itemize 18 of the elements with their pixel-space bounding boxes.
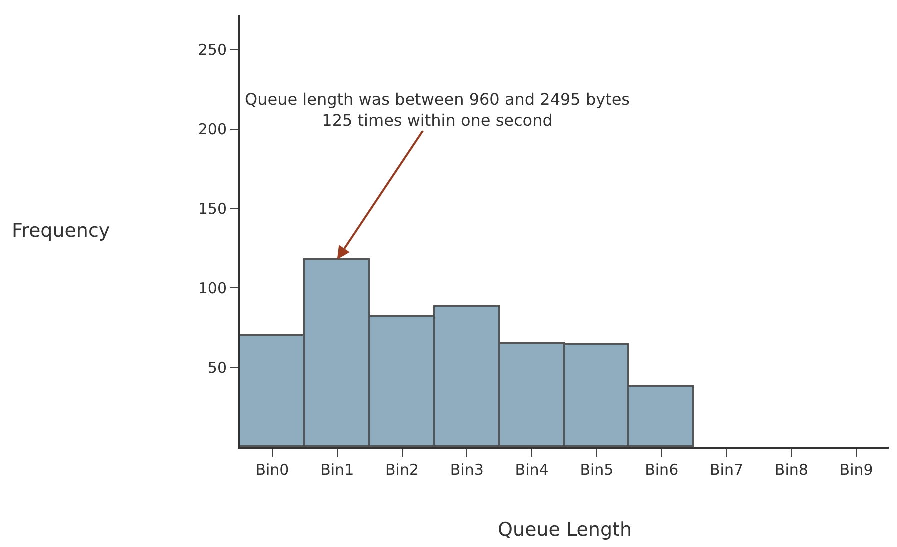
x-tick-label: Bin9	[840, 461, 874, 479]
x-axis-title: Queue Length	[498, 519, 632, 541]
y-tick-label: 50	[208, 358, 227, 377]
x-tick-label: Bin3	[450, 461, 484, 479]
x-tick-label: Bin8	[774, 461, 808, 479]
x-tick-label: Bin2	[385, 461, 420, 479]
y-tick-label: 150	[198, 200, 227, 218]
annotation: Queue length was between 960 and 2495 bytes 125 times within one second	[245, 90, 630, 130]
x-tick-label: Bin0	[256, 461, 290, 479]
y-tick-label: 250	[198, 41, 227, 60]
y-tick-label: 200	[198, 120, 227, 139]
y-axis-title: Frequency	[12, 220, 110, 242]
x-tick-label: Bin1	[320, 461, 354, 479]
x-tick-label: Bin4	[515, 461, 549, 479]
x-tick-label: Bin6	[645, 461, 679, 479]
y-tick-label: 100	[198, 279, 227, 298]
x-tick-label: Bin5	[580, 461, 614, 479]
x-tick-label: Bin7	[710, 461, 744, 479]
